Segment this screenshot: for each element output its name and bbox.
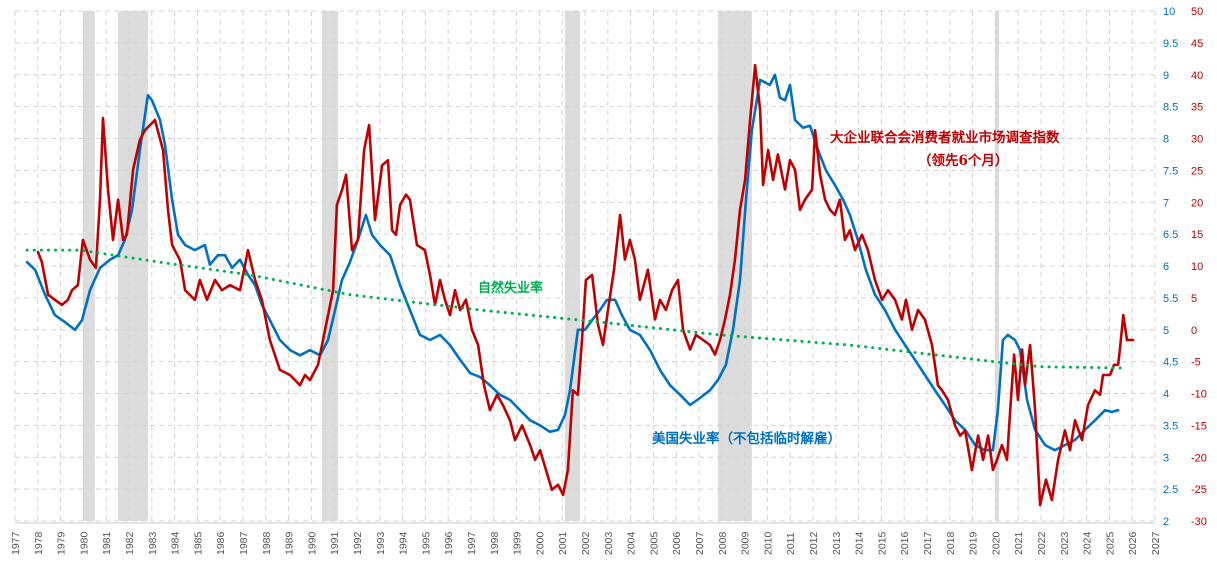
y-right-tick-label: 20 [1191, 197, 1203, 209]
y-left-tick-label: 8.5 [1163, 102, 1178, 114]
y-left-tick-label: 2.5 [1163, 484, 1178, 496]
y-left-tick-label: 10 [1163, 6, 1175, 18]
x-tick-label: 2002 [580, 531, 592, 555]
x-tick-label: 1981 [101, 531, 113, 555]
x-tick-label: 2000 [534, 531, 546, 555]
x-tick-label: 2005 [648, 531, 660, 555]
x-tick-label: 1990 [306, 531, 318, 555]
y-right-tick-label: 5 [1191, 293, 1197, 305]
y-left-tick-label: 9.5 [1163, 38, 1178, 50]
x-tick-label: 2015 [876, 531, 888, 555]
y-right-tick-label: -5 [1191, 357, 1201, 369]
x-tick-label: 1977 [10, 531, 22, 555]
x-tick-label: 1995 [420, 531, 432, 555]
x-tick-label: 2023 [1059, 531, 1071, 555]
y-left-tick-label: 6 [1163, 261, 1169, 273]
y-right-tick-label: 25 [1191, 165, 1203, 177]
x-tick-label: 1985 [192, 531, 204, 555]
y-left-tick-label: 3 [1163, 452, 1169, 464]
y-left-tick-label: 7 [1163, 197, 1169, 209]
x-tick-label: 2019 [968, 531, 980, 555]
natural-rate-label: 自然失业率 [478, 280, 543, 296]
x-tick-label: 1994 [398, 531, 410, 555]
y-left-tick-label: 7.5 [1163, 165, 1178, 177]
y-left-tick-label: 2 [1163, 516, 1169, 528]
y-right-tick-label: -10 [1191, 389, 1207, 401]
y-right-tick-label: -30 [1191, 516, 1207, 528]
x-tick-label: 2010 [762, 531, 774, 555]
x-tick-label: 1996 [443, 531, 455, 555]
y-right-tick-label: -20 [1191, 452, 1207, 464]
y-left-tick-label: 3.5 [1163, 420, 1178, 432]
x-tick-label: 2017 [922, 531, 934, 555]
series-layer [25, 63, 1135, 507]
x-tick-label: 1987 [238, 531, 250, 555]
x-tick-label: 2003 [603, 531, 615, 555]
y-right-tick-label: 50 [1191, 6, 1203, 18]
y-left-tick-label: 9 [1163, 70, 1169, 82]
conference-board-sublabel: （领先6个月） [918, 152, 1008, 169]
x-tick-label: 1983 [147, 531, 159, 555]
y-right-tick-label: 30 [1191, 134, 1203, 146]
y-right-tick-label: 15 [1191, 229, 1203, 241]
y-left-tick-label: 8 [1163, 134, 1169, 146]
y-axis-ticks: 2 2.5 3 3.5 4 4.5 5 5.5 6 6.5 7 7.5 8 8.5 9 9.5 10 -30 -25… [1163, 6, 1207, 528]
x-tick-label: 2026 [1127, 531, 1139, 555]
y-right-tick-label: -15 [1191, 420, 1207, 432]
x-axis-ticks: 1977 1978 1979 1980 1981 1982 1983 1984 1985 1986… [10, 531, 1162, 555]
x-tick-label: 2022 [1036, 531, 1048, 555]
x-tick-label: 2016 [899, 531, 911, 555]
x-tick-label: 2012 [808, 531, 820, 555]
x-tick-label: 2025 [1104, 531, 1116, 555]
y-left-tick-label: 5 [1163, 325, 1169, 337]
x-tick-label: 2007 [694, 531, 706, 555]
y-left-tick-label: 5.5 [1163, 293, 1178, 305]
x-tick-label: 1979 [56, 531, 68, 555]
x-tick-label: 2018 [945, 531, 957, 555]
x-tick-label: 2027 [1150, 531, 1162, 555]
x-tick-label: 1999 [512, 531, 524, 555]
x-tick-label: 1991 [329, 531, 341, 555]
series-line-conference_board [36, 63, 1135, 507]
x-tick-label: 2013 [831, 531, 843, 555]
x-tick-label: 1984 [170, 531, 182, 555]
x-tick-label: 1988 [261, 531, 273, 555]
x-tick-label: 1992 [352, 531, 364, 555]
x-tick-label: 2024 [1082, 531, 1094, 555]
y-right-tick-label: -25 [1191, 484, 1207, 496]
series-line-natural_rate [25, 248, 1127, 370]
y-right-tick-label: 0 [1191, 325, 1197, 337]
x-tick-label: 1998 [489, 531, 501, 555]
y-right-tick-label: 35 [1191, 102, 1203, 114]
y-left-tick-label: 4.5 [1163, 357, 1178, 369]
unemployment-label: 美国失业率（不包括临时解雇） [652, 430, 841, 447]
x-tick-label: 2008 [717, 531, 729, 555]
x-tick-label: 2004 [626, 531, 638, 555]
x-tick-label: 2021 [1013, 531, 1025, 555]
x-tick-label: 1989 [284, 531, 296, 555]
x-tick-label: 2009 [740, 531, 752, 555]
y-right-tick-label: 10 [1191, 261, 1203, 273]
x-tick-label: 2006 [671, 531, 683, 555]
y-left-tick-label: 4 [1163, 389, 1169, 401]
x-tick-label: 1997 [466, 531, 478, 555]
x-tick-label: 2001 [557, 531, 569, 555]
x-tick-label: 1993 [375, 531, 387, 555]
y-right-tick-label: 45 [1191, 38, 1203, 50]
x-tick-label: 1986 [215, 531, 227, 555]
x-tick-label: 2011 [785, 532, 797, 555]
x-tick-label: 1980 [78, 531, 90, 555]
grid [14, 10, 1156, 524]
x-tick-label: 2020 [990, 531, 1002, 555]
x-tick-label: 2014 [854, 531, 866, 555]
x-tick-label: 1982 [124, 531, 136, 555]
y-right-tick-label: 40 [1191, 70, 1203, 82]
x-tick-label: 1978 [33, 531, 45, 555]
y-left-tick-label: 6.5 [1163, 229, 1178, 241]
conference-board-label: 大企业联合会消费者就业市场调查指数 [830, 129, 1060, 146]
